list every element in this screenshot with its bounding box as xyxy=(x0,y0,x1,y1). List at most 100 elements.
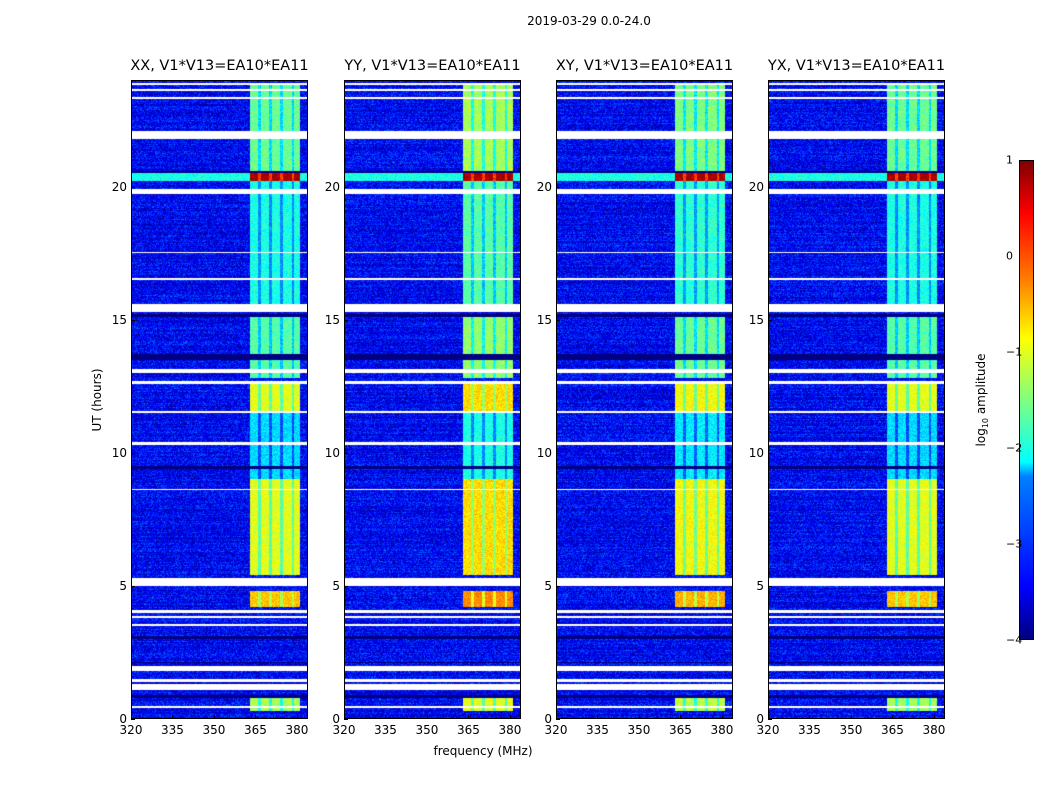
x-tick-label: 380 xyxy=(710,723,734,737)
heatmap-panel-1: YY, V1*V13=EA10*EA11 0 5 10 15 20 320 335 350 365… xyxy=(325,58,522,737)
y-tick-label: 15 xyxy=(536,312,552,327)
x-tick-label: 380 xyxy=(498,723,522,737)
colorbar-label-sub: 10 xyxy=(981,417,991,429)
x-tick-label: 335 xyxy=(798,723,821,737)
x-tick-mark xyxy=(213,715,215,719)
x-tick-label: 320 xyxy=(119,723,143,737)
y-tick-mark xyxy=(768,186,772,188)
axes-frame xyxy=(556,80,733,719)
x-tick-mark xyxy=(892,715,894,719)
y-tick-label: 5 xyxy=(756,578,764,593)
y-tick-label: 10 xyxy=(324,445,340,460)
x-tick-mark xyxy=(255,715,257,719)
y-tick-mark xyxy=(768,319,772,321)
x-tick-label: 365 xyxy=(881,723,904,737)
x-tick-mark xyxy=(426,715,428,719)
heatmap-panel-2: XY, V1*V13=EA10*EA11 0 5 10 15 20 320 335 350 365… xyxy=(537,58,734,737)
x-tick-mark xyxy=(597,715,599,719)
x-tick-label: 335 xyxy=(374,723,397,737)
x-tick-label: 365 xyxy=(244,723,267,737)
y-tick-mark xyxy=(768,585,772,587)
heatmap-panel-0: XX, V1*V13=EA10*EA11 0 5 10 15 20 320 335 350 365… xyxy=(112,58,309,737)
x-tick-label: 350 xyxy=(202,723,226,737)
y-tick-label: 0 xyxy=(332,712,340,726)
y-tick-label: 20 xyxy=(111,179,127,194)
y-tick-mark xyxy=(344,585,348,587)
colorbar-tick-label: −2 xyxy=(1006,441,1023,455)
y-tick-label: 20 xyxy=(324,179,340,194)
y-tick-label: 5 xyxy=(119,578,127,593)
panel-title: XX, V1*V13=EA10*EA11 xyxy=(130,58,309,74)
x-tick-label: 350 xyxy=(839,723,863,737)
colorbar-label-log: log xyxy=(973,428,988,447)
axes-frame xyxy=(131,80,308,719)
y-tick-mark xyxy=(768,719,772,720)
colorbar xyxy=(1019,160,1034,640)
figure-title: 2019-03-29 0.0-24.0 xyxy=(527,14,651,28)
y-tick-label: 5 xyxy=(332,578,340,593)
y-tick-mark xyxy=(556,186,560,188)
x-tick-label: 320 xyxy=(544,723,568,737)
y-tick-label: 20 xyxy=(748,179,764,194)
y-axis-label: UT (hours) xyxy=(90,368,104,432)
x-tick-label: 380 xyxy=(922,723,946,737)
x-tick-mark xyxy=(768,715,769,719)
y-tick-mark xyxy=(556,452,560,454)
x-tick-label: 335 xyxy=(161,723,184,737)
x-tick-mark xyxy=(721,715,723,719)
y-tick-mark xyxy=(344,452,348,454)
y-tick-label: 15 xyxy=(111,312,127,327)
x-axis-label: frequency (MHz) xyxy=(433,744,533,758)
y-tick-mark xyxy=(131,585,135,587)
x-tick-mark xyxy=(509,715,511,719)
x-tick-mark xyxy=(809,715,811,719)
x-tick-mark xyxy=(296,715,298,719)
colorbar-tick-label: −4 xyxy=(1006,633,1023,647)
heatmap-image xyxy=(344,80,521,719)
x-tick-mark xyxy=(172,715,174,719)
x-tick-label: 350 xyxy=(415,723,439,737)
x-tick-label: 320 xyxy=(756,723,780,737)
x-tick-mark xyxy=(385,715,387,719)
y-tick-mark xyxy=(556,319,560,321)
x-tick-label: 380 xyxy=(285,723,309,737)
y-tick-label: 15 xyxy=(324,312,340,327)
y-tick-label: 0 xyxy=(119,712,127,726)
panel-title: XY, V1*V13=EA10*EA11 xyxy=(555,58,734,74)
y-tick-mark xyxy=(131,719,135,720)
y-tick-label: 15 xyxy=(748,312,764,327)
y-tick-label: 10 xyxy=(536,445,552,460)
x-tick-label: 320 xyxy=(332,723,356,737)
x-tick-mark xyxy=(680,715,682,719)
y-tick-mark xyxy=(556,585,560,587)
y-tick-mark xyxy=(131,186,135,188)
panel-title: YX, V1*V13=EA10*EA11 xyxy=(767,58,946,74)
axes-frame xyxy=(768,80,945,719)
x-tick-mark xyxy=(556,715,557,719)
y-tick-mark xyxy=(344,186,348,188)
heatmap-image xyxy=(556,80,733,719)
heatmap-image xyxy=(131,80,308,719)
colorbar-label-rest: amplitude xyxy=(973,353,988,418)
y-tick-mark xyxy=(131,452,135,454)
x-tick-mark xyxy=(933,715,935,719)
axes-frame xyxy=(344,80,521,719)
x-tick-label: 365 xyxy=(669,723,692,737)
y-tick-label: 20 xyxy=(536,179,552,194)
colorbar-label: log10 amplitude xyxy=(974,354,990,447)
panel-title: YY, V1*V13=EA10*EA11 xyxy=(344,58,521,74)
y-tick-mark xyxy=(768,452,772,454)
y-tick-mark xyxy=(556,719,560,720)
colorbar-tick-label: 0 xyxy=(1006,249,1013,263)
colorbar-tick-label: 1 xyxy=(1006,153,1013,167)
colorbar-tick-label: −3 xyxy=(1006,537,1023,551)
y-tick-label: 0 xyxy=(544,712,552,726)
x-tick-label: 335 xyxy=(586,723,609,737)
x-tick-label: 350 xyxy=(627,723,651,737)
heatmap-panel-3: YX, V1*V13=EA10*EA11 0 5 10 15 20 320 335 350 365… xyxy=(749,58,946,737)
y-tick-mark xyxy=(131,319,135,321)
y-tick-label: 10 xyxy=(748,445,764,460)
y-tick-label: 5 xyxy=(544,578,552,593)
x-tick-label: 365 xyxy=(457,723,480,737)
